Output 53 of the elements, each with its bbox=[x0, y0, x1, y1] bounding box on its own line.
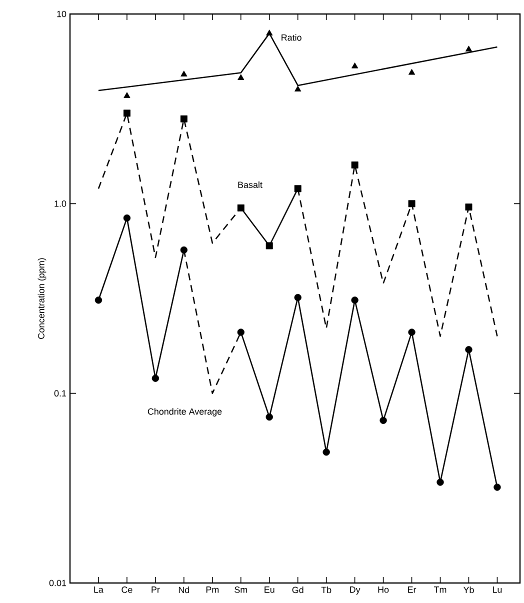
x-tick-label: Tb bbox=[321, 586, 332, 594]
point bbox=[94, 296, 102, 304]
x-tick-label: Tm bbox=[434, 586, 446, 593]
point bbox=[124, 92, 130, 98]
point bbox=[465, 46, 472, 52]
x-tick-label: Pm bbox=[206, 586, 219, 593]
point bbox=[123, 110, 130, 117]
point bbox=[266, 242, 273, 250]
point bbox=[408, 68, 416, 75]
x-tick-label: Ce bbox=[122, 586, 132, 593]
x-tick-label: Nd bbox=[178, 586, 190, 594]
point bbox=[237, 204, 244, 212]
x-tick-label: Gd bbox=[292, 586, 304, 594]
point bbox=[238, 74, 244, 80]
point bbox=[351, 161, 358, 168]
x-tick-label: Er bbox=[408, 586, 416, 593]
point bbox=[266, 30, 273, 36]
text: Basalt bbox=[238, 181, 262, 188]
point bbox=[380, 416, 387, 424]
y-tick-label: 0.01 bbox=[49, 580, 66, 586]
point bbox=[294, 185, 302, 192]
series-label: Ratio bbox=[282, 34, 302, 41]
point bbox=[180, 70, 188, 76]
point bbox=[322, 448, 330, 456]
series-label: Chondrite Average bbox=[148, 408, 222, 416]
point bbox=[152, 374, 160, 382]
y-axis-title: Concentration (ppm) bbox=[38, 258, 46, 339]
point bbox=[237, 328, 244, 336]
x-tick-label: Ho bbox=[378, 586, 389, 593]
point bbox=[436, 478, 444, 486]
point bbox=[494, 484, 501, 491]
x-tick-label: Dy bbox=[350, 586, 360, 595]
point bbox=[294, 294, 302, 302]
y-tick-label: 10 bbox=[57, 10, 66, 18]
point bbox=[180, 115, 188, 122]
x-tick-label: Lu bbox=[492, 586, 502, 593]
point bbox=[294, 86, 302, 92]
x-tick-label: Eu bbox=[264, 586, 274, 593]
point bbox=[465, 204, 472, 211]
point bbox=[408, 328, 416, 336]
x-tick-label: Yb bbox=[463, 586, 474, 594]
x-tick-label: Sm bbox=[234, 586, 248, 593]
y-tick-label: 1.0 bbox=[54, 200, 66, 207]
point bbox=[123, 214, 131, 222]
x-tick-label: Pr bbox=[152, 586, 160, 593]
point bbox=[351, 296, 358, 304]
point bbox=[180, 246, 188, 254]
point bbox=[266, 413, 273, 421]
x-tick-label: La bbox=[94, 586, 104, 593]
y-tick-label: 0.1 bbox=[54, 390, 66, 397]
point bbox=[465, 346, 472, 354]
point bbox=[352, 62, 358, 68]
point bbox=[408, 200, 416, 208]
